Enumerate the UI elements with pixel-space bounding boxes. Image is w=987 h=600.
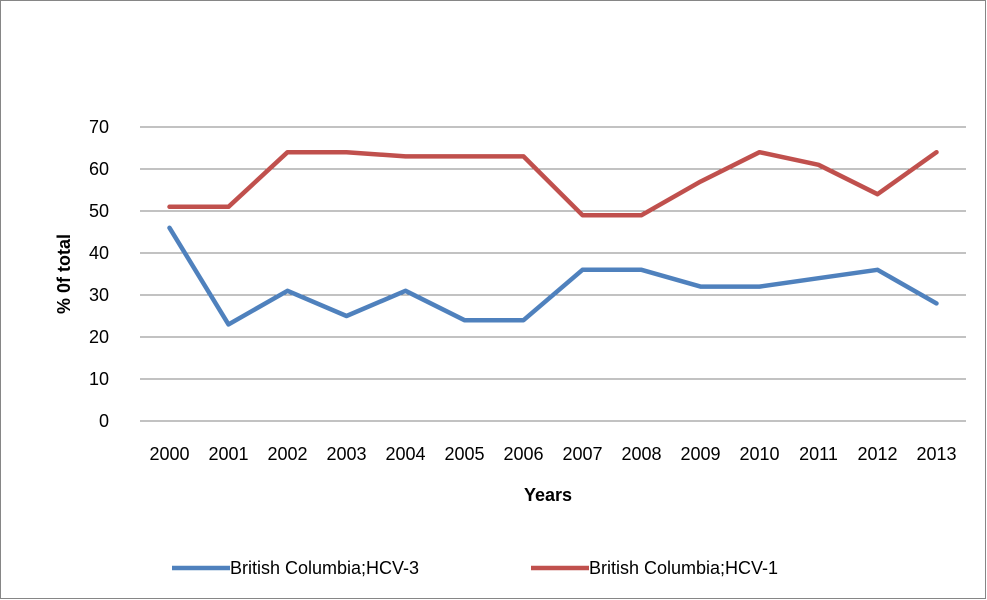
y-tick-label: 50 xyxy=(89,201,109,221)
series-lines xyxy=(167,149,939,327)
x-tick-label: 2010 xyxy=(739,444,779,464)
y-tick-label: 40 xyxy=(89,243,109,263)
y-axis-title: % 0f total xyxy=(54,234,74,314)
legend-label: British Columbia;HCV-1 xyxy=(589,558,778,578)
legend-label: British Columbia;HCV-3 xyxy=(230,558,419,578)
x-tick-label: 2000 xyxy=(149,444,189,464)
x-tick-label: 2002 xyxy=(267,444,307,464)
x-tick-label: 2007 xyxy=(562,444,602,464)
y-tick-label: 70 xyxy=(89,117,109,137)
x-tick-label: 2006 xyxy=(503,444,543,464)
y-tick-label: 0 xyxy=(99,411,109,431)
x-tick-label: 2005 xyxy=(444,444,484,464)
x-tick-label: 2011 xyxy=(799,444,838,464)
y-tick-label: 60 xyxy=(89,159,109,179)
y-tick-label: 10 xyxy=(89,369,109,389)
x-tick-label: 2001 xyxy=(208,444,248,464)
x-axis-title: Years xyxy=(524,485,572,505)
x-tick-label: 2009 xyxy=(680,444,720,464)
x-tick-label: 2003 xyxy=(326,444,366,464)
legend: British Columbia;HCV-3 British Columbia;H… xyxy=(172,558,778,578)
x-tick-label: 2008 xyxy=(621,444,661,464)
y-tick-label: 20 xyxy=(89,327,109,347)
series-line-1 xyxy=(167,225,939,327)
x-tick-label: 2012 xyxy=(857,444,897,464)
y-tick-label: 30 xyxy=(89,285,109,305)
x-tick-label: 2004 xyxy=(385,444,425,464)
x-axis-ticks: 2000 2001 2002 2003 2004 2005 2006 2007 2008 2009… xyxy=(149,444,956,464)
series-line-2 xyxy=(167,149,939,218)
x-tick-label: 2013 xyxy=(916,444,956,464)
y-axis-ticks: 0 10 20 30 40 50 60 70 xyxy=(89,117,109,431)
